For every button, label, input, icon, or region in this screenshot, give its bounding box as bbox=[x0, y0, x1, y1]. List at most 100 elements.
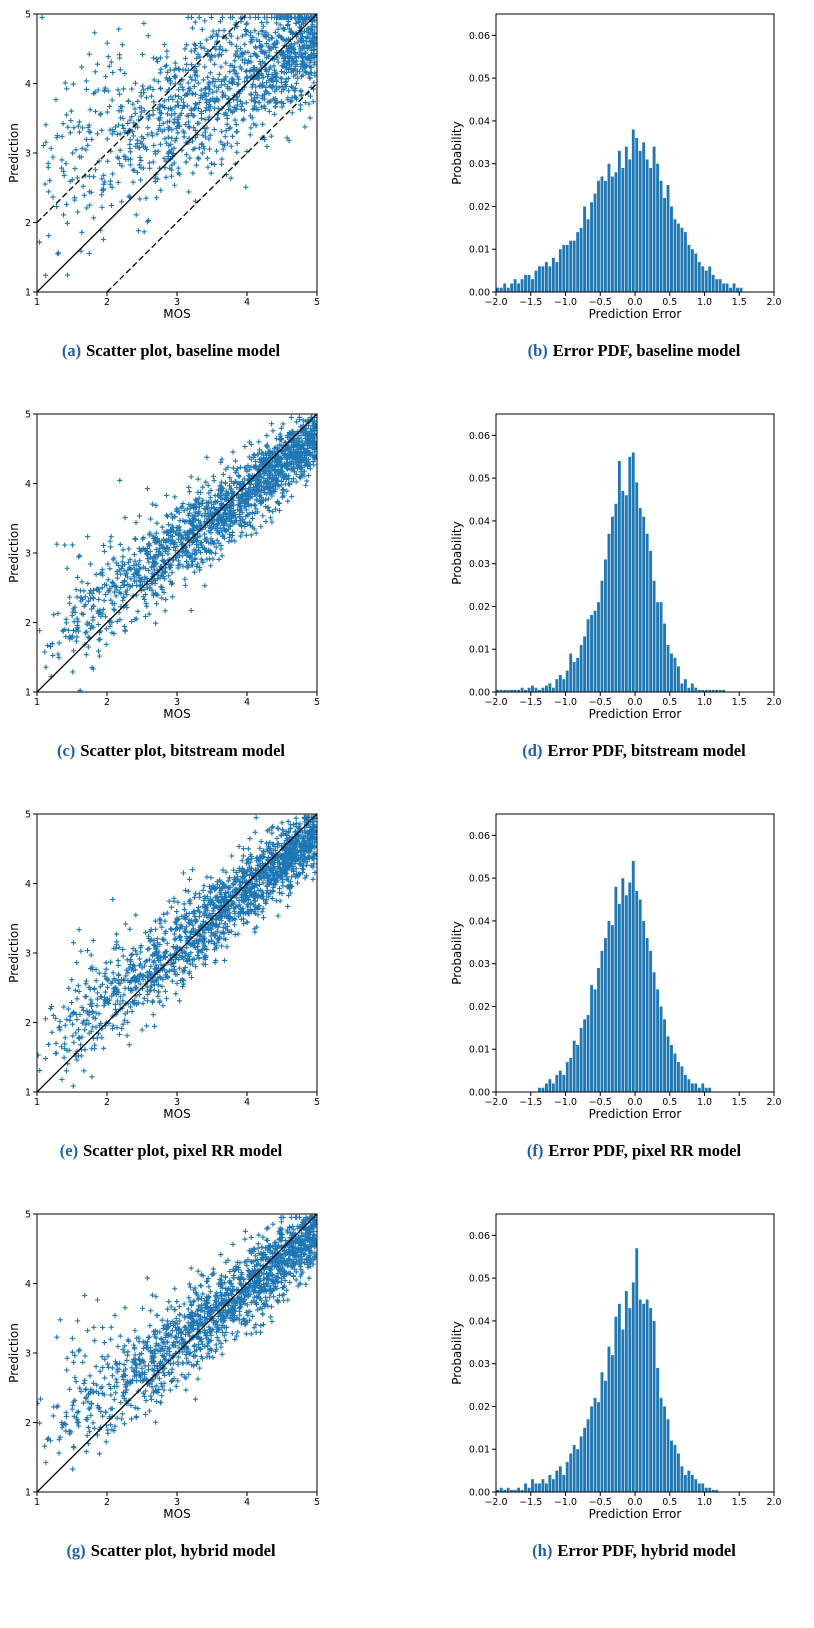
scatter-point bbox=[271, 870, 277, 876]
scatter-point bbox=[259, 28, 265, 34]
scatter-point bbox=[301, 446, 307, 452]
scatter-point bbox=[215, 53, 221, 59]
scatter-point bbox=[92, 1015, 98, 1022]
scatter-point bbox=[75, 983, 82, 989]
scatter-point bbox=[197, 540, 203, 546]
histogram-bar bbox=[610, 516, 614, 692]
scatter-point bbox=[141, 108, 147, 114]
scatter-point bbox=[43, 272, 49, 278]
y-tick-label: 0.01 bbox=[469, 645, 490, 656]
scatter-point bbox=[127, 1004, 134, 1010]
scatter-point bbox=[292, 859, 298, 865]
scatter-point bbox=[212, 498, 218, 504]
scatter-point bbox=[138, 943, 144, 949]
scatter-point bbox=[256, 493, 263, 499]
scatter-point bbox=[156, 552, 162, 558]
scatter-point bbox=[285, 88, 292, 94]
scatter-point bbox=[189, 940, 196, 946]
scatter-point bbox=[155, 953, 161, 959]
scatter-point bbox=[189, 77, 195, 83]
scatter-point bbox=[104, 40, 110, 46]
scatter-point bbox=[232, 58, 238, 64]
scatter-point bbox=[214, 879, 220, 885]
scatter-point bbox=[218, 139, 224, 145]
scatter-point bbox=[147, 988, 153, 994]
scatter-point bbox=[288, 890, 294, 896]
scatter-point bbox=[192, 513, 198, 519]
histogram-bar bbox=[617, 461, 621, 692]
scatter-point bbox=[98, 111, 104, 117]
histogram-bar bbox=[604, 559, 607, 692]
x-tick-label: −2.0 bbox=[484, 297, 507, 308]
scatter-point bbox=[128, 576, 134, 582]
histogram-bar bbox=[683, 679, 687, 692]
scatter-point bbox=[206, 53, 213, 59]
scatter-point bbox=[125, 559, 131, 566]
scatter-point bbox=[124, 957, 130, 963]
scatter-point bbox=[176, 952, 183, 959]
scatter-point bbox=[213, 945, 219, 951]
scatter-point bbox=[263, 519, 269, 525]
scatter-point bbox=[142, 613, 149, 620]
scatter-point bbox=[63, 161, 69, 167]
scatter-point bbox=[113, 593, 119, 599]
scatter-point bbox=[180, 969, 186, 975]
scatter-point bbox=[304, 28, 310, 34]
scatter-point bbox=[153, 591, 159, 597]
scatter-point bbox=[210, 89, 216, 95]
histogram-bar bbox=[718, 279, 722, 292]
histogram-bar bbox=[590, 202, 593, 292]
scatter-point bbox=[252, 463, 258, 470]
histogram-bar bbox=[555, 262, 559, 292]
scatter-point bbox=[180, 870, 187, 876]
scatter-point bbox=[311, 62, 317, 68]
scatter-point bbox=[196, 495, 202, 501]
scatter-point bbox=[142, 959, 148, 965]
scatter-point bbox=[132, 566, 138, 572]
scatter-point bbox=[247, 859, 253, 865]
scatter-point bbox=[169, 927, 175, 933]
histogram-bar bbox=[680, 683, 684, 692]
scatter-point bbox=[108, 534, 114, 540]
scatter-point bbox=[124, 1009, 131, 1015]
scatter-point bbox=[278, 833, 284, 839]
scatter-point bbox=[282, 80, 289, 86]
scatter-point bbox=[216, 84, 222, 91]
scatter-point bbox=[94, 131, 101, 137]
histogram-bar bbox=[590, 615, 593, 692]
scatter-point bbox=[151, 99, 157, 105]
scatter-point bbox=[310, 40, 317, 46]
scatter-point bbox=[122, 515, 128, 521]
scatter-point bbox=[236, 843, 242, 850]
scatter-point bbox=[200, 132, 206, 138]
scatter-point bbox=[262, 868, 268, 874]
histogram-bar bbox=[614, 172, 618, 292]
scatter-point bbox=[101, 181, 107, 187]
scatter-point bbox=[113, 931, 120, 937]
scatter-point bbox=[231, 79, 237, 85]
scatter-point bbox=[103, 74, 109, 80]
scatter-point bbox=[289, 95, 295, 101]
scatter-point bbox=[204, 37, 210, 43]
scatter-point bbox=[260, 915, 267, 921]
scatter-point bbox=[188, 14, 195, 21]
scatter-point bbox=[230, 488, 236, 495]
scatter-point bbox=[281, 61, 287, 67]
scatter-point bbox=[277, 431, 283, 437]
scatter-point bbox=[138, 139, 144, 145]
scatter-point bbox=[105, 561, 111, 567]
scatter-point bbox=[206, 114, 212, 120]
scatter-point bbox=[190, 922, 196, 928]
scatter-point bbox=[161, 104, 168, 111]
scatter-point bbox=[216, 934, 223, 940]
scatter-point bbox=[253, 892, 259, 898]
scatter-point bbox=[97, 636, 103, 642]
scatter-point bbox=[280, 475, 286, 481]
scatter-point bbox=[172, 93, 178, 99]
scatter-point bbox=[158, 187, 164, 193]
scatter-point bbox=[166, 968, 172, 974]
scatter-point bbox=[196, 100, 202, 106]
scatter-point bbox=[200, 77, 207, 83]
scatter-point bbox=[290, 845, 296, 852]
